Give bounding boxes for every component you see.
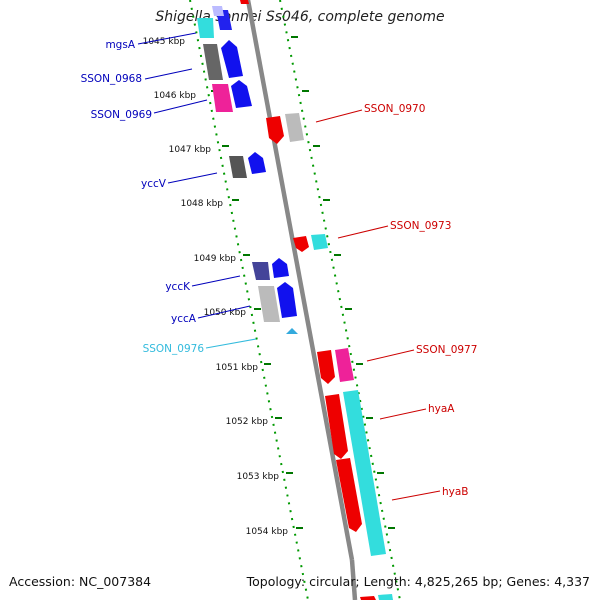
gene-feature[interactable] (285, 113, 304, 142)
sequence-backbone (245, 0, 355, 561)
sequence-backbone-continued (349, 559, 358, 600)
tick-label-1046: 1046 kbp (154, 91, 197, 101)
tick-label-1045: 1045 kbp (143, 37, 186, 47)
gene-feature[interactable] (252, 262, 270, 280)
topology-text: Topology: circular; Length: 4,825,265 bp… (246, 574, 590, 589)
gene-feature[interactable] (212, 6, 224, 16)
gene-feature[interactable] (266, 116, 284, 144)
tick-label-1048: 1048 kbp (181, 199, 224, 209)
tick-label-1050: 1050 kbp (204, 308, 247, 318)
gene-feature[interactable] (203, 44, 223, 80)
gene-label-SSON_0970[interactable]: SSON_0970 (364, 103, 425, 115)
gene-label-SSON_0969[interactable]: SSON_0969 (91, 109, 152, 121)
gene-label-SSON_0976[interactable]: SSON_0976 (143, 343, 205, 355)
gene-feature[interactable] (197, 18, 214, 38)
tick-label-1049: 1049 kbp (194, 254, 237, 264)
label-leader (205, 338, 257, 349)
gene-label-yccA[interactable]: yccA (171, 313, 197, 325)
label-leader (337, 225, 389, 239)
major-ticks-right (291, 36, 395, 529)
label-leader (153, 99, 208, 114)
reverse-strand-features (240, 0, 393, 600)
accession-text: Accession: NC_007384 (9, 574, 152, 589)
gene-label-SSON_0973[interactable]: SSON_0973 (390, 220, 451, 232)
label-leader (137, 32, 197, 45)
gene-feature[interactable] (325, 394, 348, 459)
gene-feature[interactable] (229, 156, 247, 178)
major-ticks-left (200, 36, 303, 529)
gene-feature[interactable] (343, 390, 386, 556)
rna-feature[interactable] (286, 328, 298, 334)
forward-strand-features (197, 6, 298, 334)
label-leader (391, 490, 441, 501)
gene-feature[interactable] (317, 350, 335, 384)
tick-label-1054: 1054 kbp (246, 527, 289, 537)
gene-label-yccV[interactable]: yccV (141, 178, 167, 190)
tick-label-1051: 1051 kbp (216, 363, 259, 373)
gene-feature[interactable] (311, 234, 328, 250)
gene-feature[interactable] (248, 152, 266, 174)
gene-label-SSON_0977[interactable]: SSON_0977 (416, 344, 477, 356)
gene-feature[interactable] (272, 258, 289, 278)
gene-feature[interactable] (293, 236, 309, 252)
gene-feature[interactable] (277, 282, 297, 318)
label-leader (197, 305, 251, 319)
tick-label-1047: 1047 kbp (169, 145, 212, 155)
right-tick-rail (279, 0, 401, 600)
gene-feature[interactable] (221, 40, 243, 78)
label-leader (191, 275, 241, 287)
label-leader (366, 349, 415, 362)
label-leader (379, 408, 427, 420)
label-leader (144, 68, 193, 80)
gene-label-hyaA[interactable]: hyaA (428, 403, 455, 415)
gene-label-SSON_0968[interactable]: SSON_0968 (81, 73, 142, 85)
label-leader (315, 109, 363, 123)
label-leader (167, 172, 218, 184)
gene-feature[interactable] (212, 84, 233, 112)
gene-feature[interactable] (335, 348, 354, 382)
left-tick-rail (189, 0, 309, 600)
gene-label-mgsA[interactable]: mgsA (105, 39, 135, 51)
gene-feature[interactable] (231, 80, 252, 108)
tick-label-1052: 1052 kbp (226, 417, 269, 427)
gene-feature[interactable] (336, 458, 362, 532)
gene-feature[interactable] (240, 0, 249, 4)
gene-label-yccK[interactable]: yccK (165, 281, 191, 293)
gene-feature[interactable] (258, 286, 280, 322)
tick-label-1053: 1053 kbp (237, 472, 280, 482)
gene-feature[interactable] (360, 596, 376, 600)
gene-label-hyaB[interactable]: hyaB (442, 486, 469, 498)
gene-feature[interactable] (378, 594, 393, 600)
